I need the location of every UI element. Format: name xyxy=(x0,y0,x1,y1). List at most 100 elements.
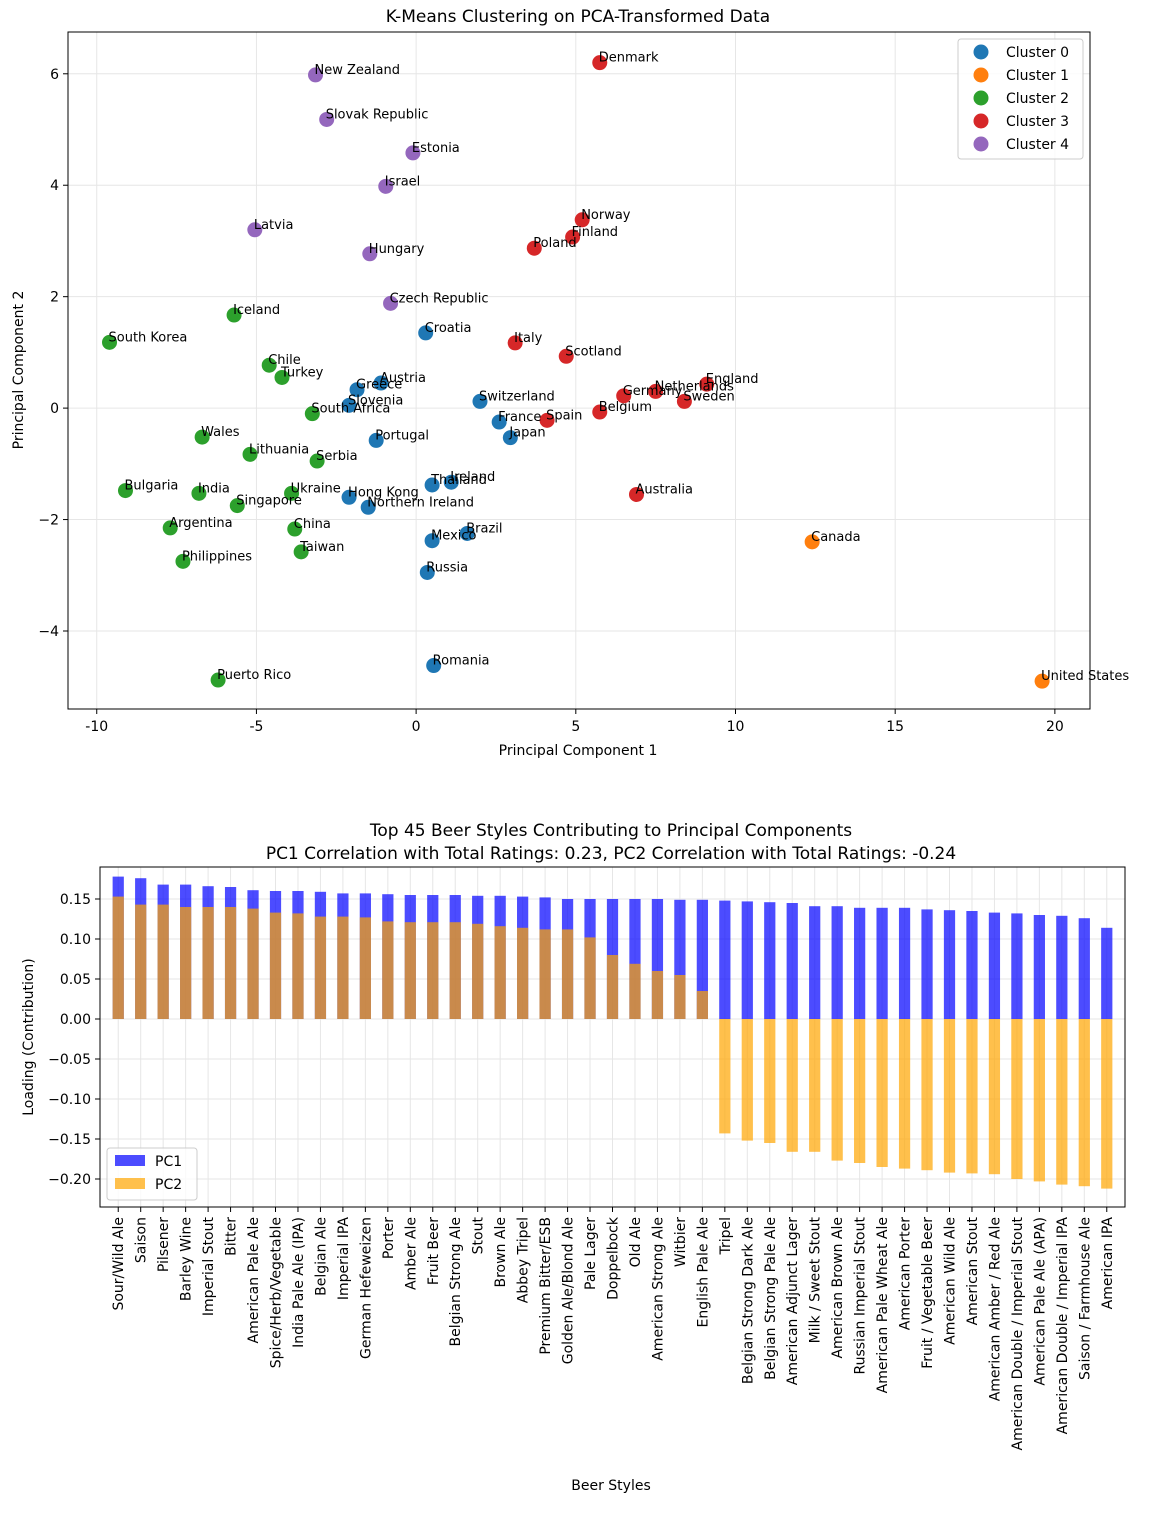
data-point-0 xyxy=(424,477,440,493)
point-label: Northern Ireland xyxy=(367,495,474,510)
point-label: Bulgaria xyxy=(124,479,178,494)
point-label: Turkey xyxy=(280,365,324,380)
x-tick-label: American Strong Ale xyxy=(650,1217,666,1361)
bar-pc2 xyxy=(337,916,349,1019)
data-point-4 xyxy=(308,67,324,83)
point-label: Taiwan xyxy=(299,540,344,555)
point-label: Netherlands xyxy=(655,379,734,394)
data-point-1 xyxy=(1034,673,1050,689)
data-point-2 xyxy=(102,334,118,350)
legend-label: Cluster 3 xyxy=(1006,114,1069,130)
bar-pc1 xyxy=(1101,927,1113,1019)
point-label: Scotland xyxy=(565,344,622,359)
point-label: Hong Kong xyxy=(348,485,419,500)
data-point-3 xyxy=(676,393,692,409)
data-point-3 xyxy=(592,55,608,71)
data-point-2 xyxy=(210,672,226,688)
point-label: Slovenia xyxy=(348,393,403,408)
point-label: Lithuania xyxy=(249,442,309,457)
bar-pc2 xyxy=(1078,1019,1090,1187)
x-tick-label: American Double / Imperial IPA xyxy=(1055,1217,1071,1435)
x-tick-label: Abbey Tripel xyxy=(516,1217,532,1303)
point-label: Italy xyxy=(514,331,543,346)
scatter-plot-frame xyxy=(67,31,1091,710)
point-label: Iceland xyxy=(233,303,280,318)
data-point-0 xyxy=(418,325,434,341)
bar-pc2 xyxy=(943,1019,956,1173)
x-tick-label: Belgian Strong Dark Ale xyxy=(740,1217,756,1384)
data-point-2 xyxy=(309,453,325,469)
point-label: Argentina xyxy=(169,516,232,531)
bar-subtitle: PC1 Correlation with Total Ratings: 0.23… xyxy=(266,844,956,864)
x-tick-label: Stout xyxy=(471,1216,487,1254)
point-label: Russia xyxy=(426,560,468,575)
y-tick-label: 6 xyxy=(50,67,59,83)
bar-pc1 xyxy=(741,901,753,1019)
point-label: China xyxy=(294,517,331,532)
bar-pc2 xyxy=(427,922,439,1019)
data-point-2 xyxy=(175,553,191,569)
bar-pc2 xyxy=(314,916,327,1019)
bar-pc2 xyxy=(404,922,416,1019)
x-tick-label: Imperial Stout xyxy=(201,1216,217,1316)
x-tick-label: American Wild Ale xyxy=(943,1217,959,1345)
x-tick-label: Brown Ale xyxy=(493,1217,509,1287)
y-tick-label: −0.05 xyxy=(48,1052,91,1068)
bar-pc1 xyxy=(651,899,664,1019)
x-tick-label: American Amber / Red Ale xyxy=(987,1217,1003,1401)
point-label: Poland xyxy=(533,236,576,251)
x-tick-label: Pale Lager xyxy=(583,1217,599,1290)
data-point-3 xyxy=(616,388,632,404)
point-label: Czech Republic xyxy=(390,291,489,306)
point-label: Greece xyxy=(356,378,402,393)
bar-pc2 xyxy=(1033,1019,1045,1182)
legend-label: PC1 xyxy=(155,1154,182,1170)
bar-pc2 xyxy=(674,975,686,1019)
x-tick-label: American IPA xyxy=(1100,1217,1116,1310)
data-point-0 xyxy=(360,499,376,515)
bar-pc2 xyxy=(539,929,551,1019)
bar-pc2 xyxy=(809,1019,821,1152)
x-tick-label: American Adjunct Lager xyxy=(785,1217,801,1385)
bar-pc1 xyxy=(809,906,821,1019)
bar-pc2 xyxy=(651,971,664,1019)
data-point-1 xyxy=(804,534,820,550)
bar-pc1 xyxy=(921,909,933,1019)
bar-pc2 xyxy=(202,907,214,1019)
x-tick-label: Saison / Farmhouse Ale xyxy=(1077,1217,1093,1380)
y-tick-label: 0.05 xyxy=(60,972,91,988)
bar-plot-frame xyxy=(99,866,1126,1208)
data-point-4 xyxy=(383,295,399,311)
bar-pc2 xyxy=(494,926,506,1019)
y-tick-label: 0 xyxy=(50,401,59,417)
legend-label: Cluster 2 xyxy=(1006,91,1069,107)
data-point-3 xyxy=(507,335,523,351)
x-tick-label: -10 xyxy=(85,719,108,735)
y-tick-label: 2 xyxy=(50,290,59,306)
x-tick-label: American Pale Wheat Ale xyxy=(875,1217,891,1393)
x-tick-label: Amber Ale xyxy=(403,1217,419,1290)
x-tick-label: Russian Imperial Stout xyxy=(853,1217,869,1375)
data-point-2 xyxy=(242,446,258,462)
point-label: Wales xyxy=(201,425,240,440)
point-label: Thailand xyxy=(430,473,487,488)
point-label: Estonia xyxy=(412,141,460,156)
bar-pc2 xyxy=(988,1019,1001,1175)
data-point-3 xyxy=(628,486,644,502)
bar-pc1 xyxy=(1078,918,1090,1019)
x-tick-label: Milk / Sweet Stout xyxy=(808,1216,824,1343)
x-tick-label: American Double / Imperial Stout xyxy=(1010,1216,1026,1450)
bar-pc2 xyxy=(472,923,484,1019)
data-point-3 xyxy=(539,412,555,428)
x-tick-label: American Porter xyxy=(898,1217,914,1330)
bar-pc2 xyxy=(786,1019,798,1152)
x-tick-label: American Pale Ale (APA) xyxy=(1032,1217,1048,1386)
point-label: Canada xyxy=(811,530,860,545)
data-point-3 xyxy=(699,376,715,392)
data-point-0 xyxy=(349,382,365,398)
data-point-0 xyxy=(443,474,459,490)
data-point-2 xyxy=(274,369,290,385)
x-tick-label: Sour/Wild Ale xyxy=(111,1217,127,1311)
data-point-0 xyxy=(459,525,475,541)
